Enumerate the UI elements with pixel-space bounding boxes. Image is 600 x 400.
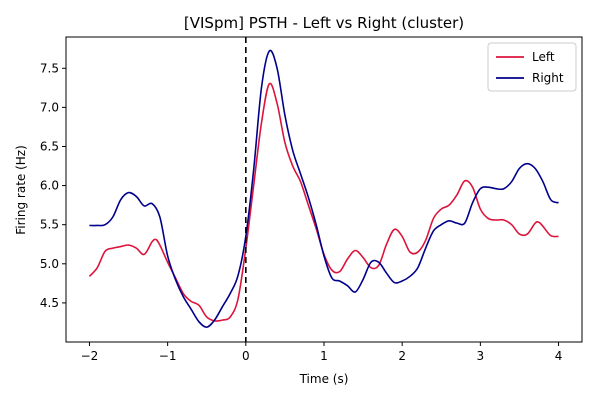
legend-label-right: Right — [532, 71, 564, 85]
y-tick-label: 6.5 — [40, 139, 59, 153]
x-axis: −2 −1 0 1 2 3 4 — [81, 342, 563, 363]
chart-title: [VISpm] PSTH - Left vs Right (cluster) — [184, 14, 464, 32]
legend-box — [487, 42, 577, 92]
legend: Left Right — [487, 42, 577, 92]
y-axis: 4.5 5.0 5.5 6.0 6.5 7.0 7.5 — [40, 61, 66, 310]
x-tick-label: 3 — [477, 349, 485, 363]
y-tick-label: 7.0 — [40, 100, 59, 114]
y-tick-label: 7.5 — [40, 61, 59, 75]
y-tick-label: 6.0 — [40, 179, 59, 193]
series-line-left — [88, 82, 559, 322]
x-tick-label: 4 — [555, 349, 563, 363]
y-tick-label: 4.5 — [40, 296, 59, 310]
y-axis-label: Firing rate (Hz) — [14, 145, 28, 235]
x-tick-label: 2 — [398, 349, 406, 363]
y-tick-label: 5.0 — [40, 257, 59, 271]
y-tick-label: 5.5 — [40, 218, 59, 232]
x-tick-label: 0 — [242, 349, 250, 363]
series-line-right — [89, 49, 559, 328]
x-axis-label: Time (s) — [299, 372, 349, 386]
x-tick-label: 1 — [320, 349, 328, 363]
legend-label-left: Left — [532, 50, 555, 64]
x-tick-label: −2 — [81, 349, 99, 363]
x-tick-label: −1 — [159, 349, 177, 363]
